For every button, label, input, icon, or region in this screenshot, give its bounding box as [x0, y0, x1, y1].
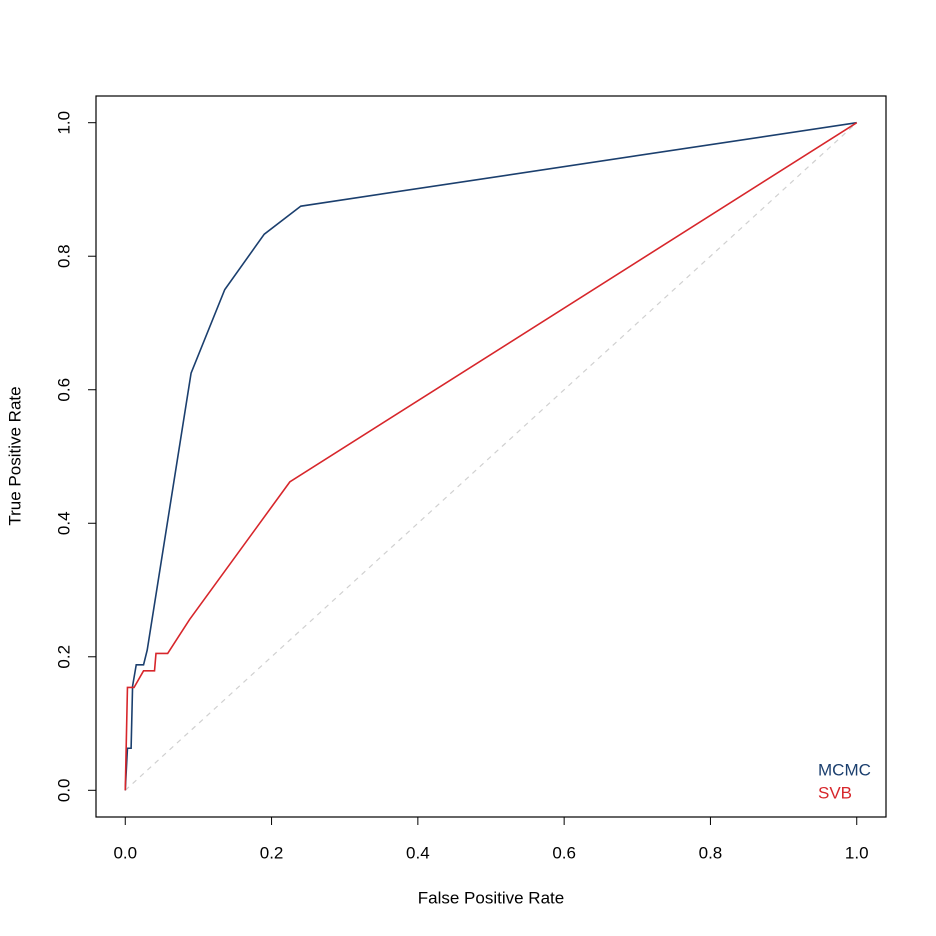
- x-tick-label: 0.0: [113, 843, 137, 862]
- legend-label: SVB: [818, 783, 852, 802]
- y-tick-label: 0.2: [54, 645, 73, 669]
- roc-line: [124, 122, 858, 791]
- y-tick-label: 0.0: [54, 778, 73, 802]
- y-tick-label: 1.0: [54, 111, 73, 135]
- x-tick-label: 0.2: [260, 843, 284, 862]
- x-axis-title: False Positive Rate: [418, 888, 564, 907]
- roc-line: [124, 121, 857, 791]
- x-tick-label: 0.4: [406, 843, 430, 862]
- y-axis-title: True Positive Rate: [5, 386, 24, 525]
- y-tick-label: 0.6: [54, 378, 73, 402]
- legend-label: MCMC: [818, 760, 871, 779]
- x-tick-label: 1.0: [845, 843, 869, 862]
- x-tick-label: 0.8: [699, 843, 723, 862]
- x-tick-label: 0.6: [552, 843, 576, 862]
- y-tick-label: 0.8: [54, 244, 73, 268]
- reference-diagonal: [124, 122, 858, 791]
- y-tick-label: 0.4: [54, 511, 73, 535]
- plot-frame: [95, 95, 887, 818]
